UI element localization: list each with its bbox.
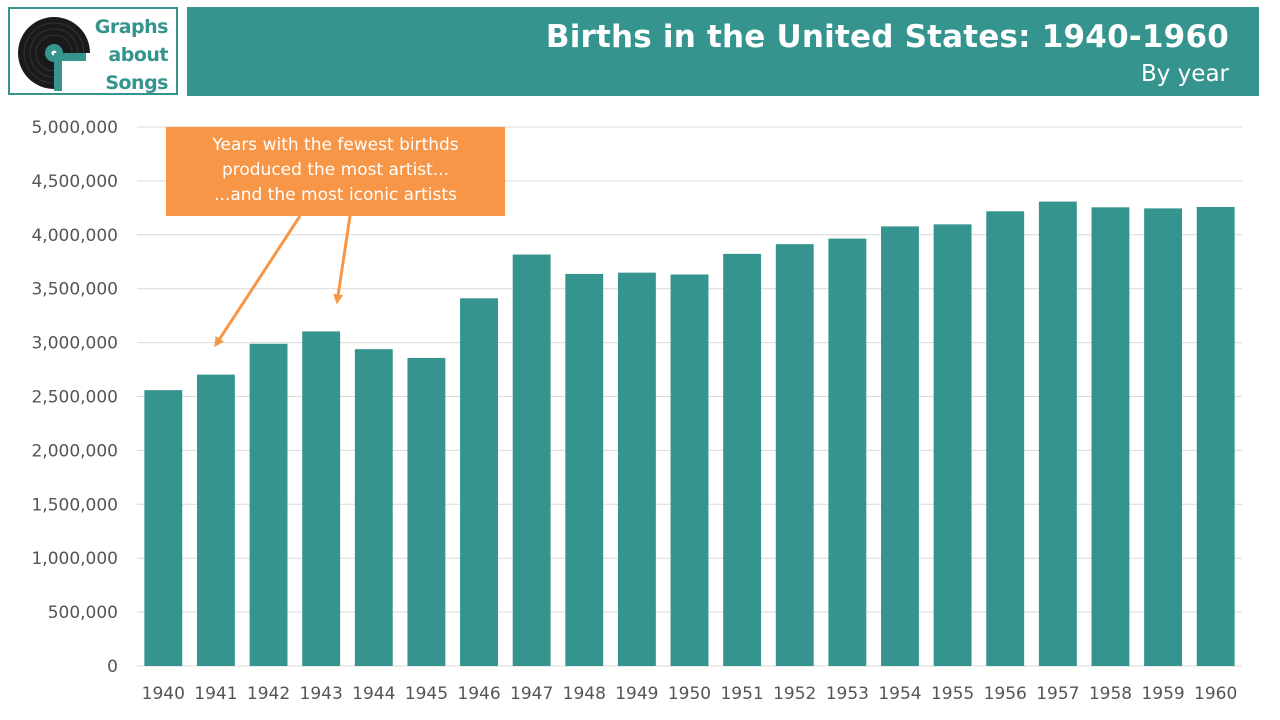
x-tick-label: 1942	[247, 684, 290, 704]
y-tick-label: 1,000,000	[31, 549, 118, 569]
chart-title: Births in the United States: 1940-1960	[545, 19, 1229, 55]
bar-1948	[565, 273, 604, 666]
y-tick-label: 4,000,000	[31, 226, 118, 246]
bar-1954	[881, 226, 919, 666]
x-tick-label: 1940	[142, 684, 185, 704]
logo-line-1: Graphs	[94, 16, 169, 38]
x-tick-label: 1947	[510, 684, 553, 704]
y-tick-label: 5,000,000	[31, 118, 118, 138]
bar-1945	[407, 357, 446, 666]
annotation-arrows	[214, 215, 352, 348]
bar-1953	[828, 238, 867, 666]
annotation-line-2: produced the most artist...	[221, 160, 450, 180]
y-tick-label: 2,000,000	[31, 441, 118, 461]
bar-1942	[249, 343, 288, 666]
annotation-callout: Years with the fewest birthds produced t…	[166, 127, 505, 216]
x-tick-label: 1958	[1089, 684, 1132, 704]
x-tick-label: 1957	[1036, 684, 1079, 704]
bars	[144, 201, 1235, 667]
y-tick-label: 0	[107, 657, 118, 677]
logo: Graphs about Songs	[8, 7, 178, 95]
annotation-arrow	[214, 215, 302, 348]
logo-line-3: Songs	[105, 72, 168, 94]
x-tick-label: 1950	[668, 684, 711, 704]
bar-1949	[617, 272, 656, 666]
bar-1955	[933, 224, 972, 667]
bar-1960	[1196, 206, 1235, 666]
x-tick-label: 1952	[773, 684, 816, 704]
bar-1946	[460, 298, 498, 666]
x-tick-label: 1944	[352, 684, 395, 704]
bar-1947	[512, 254, 551, 666]
y-tick-label: 1,500,000	[31, 495, 118, 515]
bar-1957	[1038, 201, 1077, 666]
x-tick-label: 1959	[1141, 684, 1184, 704]
y-tick-label: 4,500,000	[31, 172, 118, 192]
x-tick-label: 1955	[931, 684, 974, 704]
annotation-line-1: Years with the fewest birthds	[212, 135, 459, 155]
bar-1959	[1144, 208, 1183, 666]
x-tick-label: 1941	[194, 684, 237, 704]
annotation-arrow	[333, 215, 352, 305]
y-tick-label: 3,500,000	[31, 280, 118, 300]
y-tick-label: 2,500,000	[31, 388, 118, 408]
bar-1958	[1091, 207, 1130, 666]
logo-line-2: about	[108, 44, 168, 66]
x-tick-label: 1960	[1194, 684, 1237, 704]
x-tick-label: 1946	[457, 684, 500, 704]
bar-1956	[986, 211, 1025, 666]
annotation-line-3: ...and the most iconic artists	[214, 185, 457, 205]
x-tick-label: 1954	[878, 684, 921, 704]
x-tick-label: 1943	[300, 684, 343, 704]
x-tick-label: 1949	[615, 684, 658, 704]
bar-1951	[723, 253, 762, 666]
vinyl-record-icon	[18, 17, 92, 91]
y-tick-label: 500,000	[48, 603, 118, 623]
x-axis-ticks: 1940 1941 1942 1943 1944 1945 1946 1947 1948 1949…	[142, 684, 1238, 704]
bar-1944	[354, 349, 393, 666]
x-tick-label: 1951	[720, 684, 763, 704]
bar-1941	[196, 374, 235, 666]
bar-1940	[144, 390, 183, 666]
x-tick-label: 1945	[405, 684, 448, 704]
x-tick-label: 1953	[826, 684, 869, 704]
x-tick-label: 1956	[984, 684, 1027, 704]
chart-subtitle: By year	[1140, 61, 1229, 87]
y-tick-label: 3,000,000	[31, 334, 118, 354]
x-tick-label: 1948	[563, 684, 606, 704]
bar-1943	[302, 331, 341, 666]
logo-wordmark: Graphs about Songs	[94, 13, 169, 97]
bar-1950	[670, 274, 709, 666]
y-axis-ticks: 0 500,000 1,000,000 1,500,000 2,000,000 2,500…	[31, 118, 118, 677]
bar-1952	[775, 244, 814, 667]
header-band: Births in the United States: 1940-1960 B…	[187, 7, 1259, 96]
